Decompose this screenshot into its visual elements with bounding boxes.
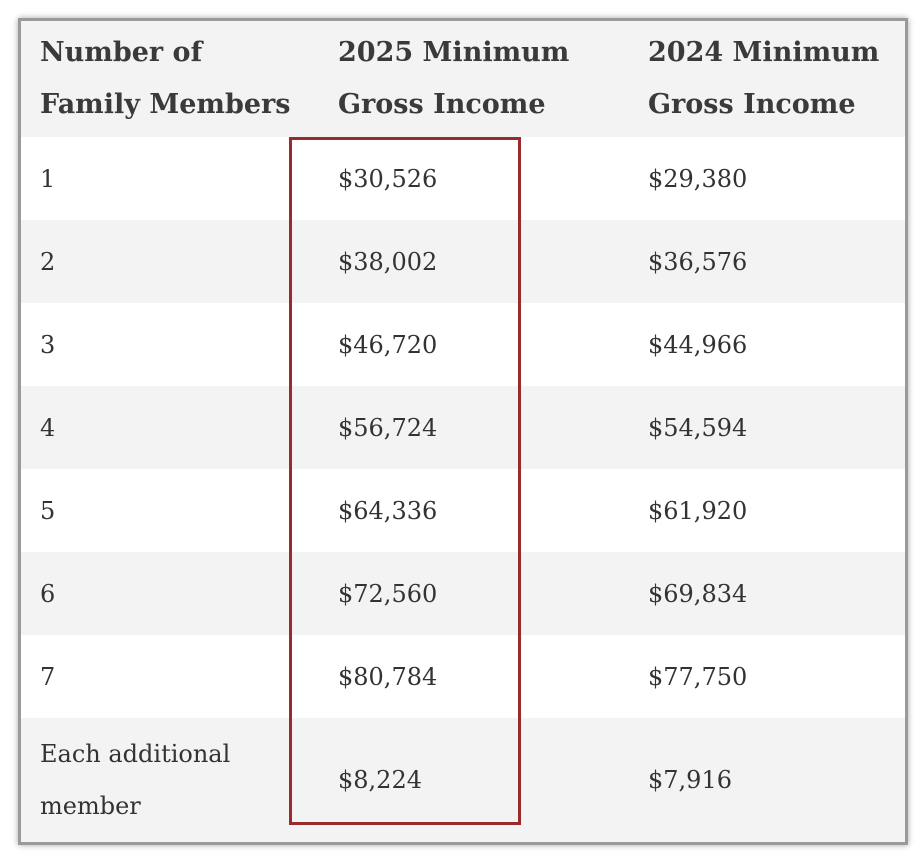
table-cell: 2: [40, 247, 56, 276]
table-cell: $36,576: [648, 247, 748, 276]
table-cell: $72,560: [338, 579, 438, 608]
table-row: 2 $38,002 $36,576: [21, 220, 905, 303]
table-row: 6 $72,560 $69,834: [21, 552, 905, 635]
table-cell: $44,966: [648, 330, 748, 359]
table-cell: $80,784: [338, 662, 438, 691]
table-cell: $69,834: [648, 579, 748, 608]
table-cell: 1: [40, 164, 56, 193]
header-cell: Number of Family Members: [40, 37, 291, 120]
header-row: Number of Family Members 2025 Minimum Gro…: [21, 21, 905, 137]
header-cell: 2025 Minimum Gross Income: [338, 37, 570, 120]
income-table: Number of Family Members 2025 Minimum Gro…: [21, 21, 905, 842]
table-cell: $56,724: [338, 413, 438, 442]
table-cell: $46,720: [338, 330, 438, 359]
table-cell: $38,002: [338, 247, 438, 276]
table-frame: Number of Family Members 2025 Minimum Gro…: [18, 18, 908, 845]
header-cell: 2024 Minimum Gross Income: [648, 37, 880, 120]
table-row: 5 $64,336 $61,920: [21, 469, 905, 552]
table-cell: $61,920: [648, 496, 748, 525]
table-cell: 5: [40, 496, 56, 525]
table-row: 4 $56,724 $54,594: [21, 386, 905, 469]
table-row: 1 $30,526 $29,380: [21, 137, 905, 220]
table-header: Number of Family Members 2025 Minimum Gro…: [21, 21, 905, 137]
table-cell: $54,594: [648, 413, 748, 442]
table-row: 3 $46,720 $44,966: [21, 303, 905, 386]
table-cell: $30,526: [338, 164, 438, 193]
table-row: Each additional member $8,224 $7,916: [21, 718, 905, 842]
table-cell: $77,750: [648, 662, 748, 691]
table-cell: 7: [40, 662, 56, 691]
table-cell: 3: [40, 330, 56, 359]
table-cell: $7,916: [648, 766, 732, 794]
table-cell: Each additional member: [40, 740, 231, 820]
table-cell: 4: [40, 413, 56, 442]
table-body: 1 $30,526 $29,380 2 $38,002 $36,576 3 $46,720 $4…: [21, 137, 905, 842]
table-cell: $8,224: [338, 766, 422, 794]
table-cell: $64,336: [338, 496, 438, 525]
table-row: 7 $80,784 $77,750: [21, 635, 905, 718]
table-cell: 6: [40, 579, 56, 608]
table-cell: $29,380: [648, 164, 748, 193]
